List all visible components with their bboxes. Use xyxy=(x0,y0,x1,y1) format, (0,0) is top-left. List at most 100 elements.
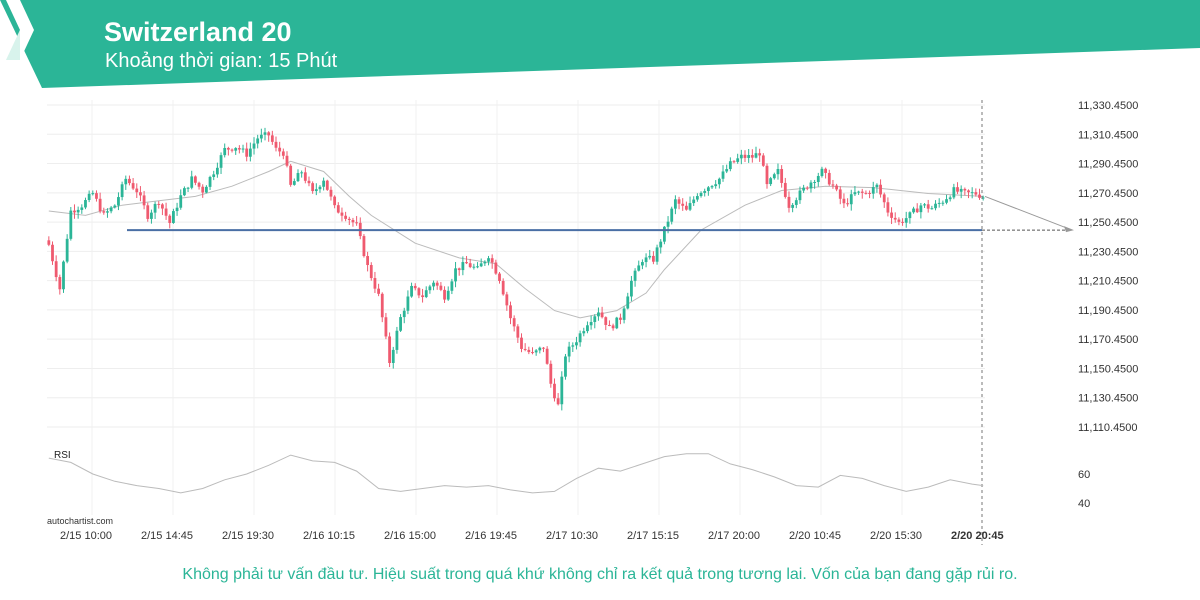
candle-bullish xyxy=(728,161,732,170)
candle-bearish xyxy=(142,195,146,206)
candle-bearish xyxy=(274,141,278,148)
candle-bearish xyxy=(967,190,970,193)
candle-bullish xyxy=(948,197,952,200)
candle-bullish xyxy=(248,148,252,157)
candle-bearish xyxy=(201,186,205,193)
candle-bearish xyxy=(285,155,289,166)
candle-bearish xyxy=(193,176,197,183)
candle-bullish xyxy=(204,186,208,193)
candle-bearish xyxy=(652,255,655,262)
candle-bullish xyxy=(673,199,677,209)
candle-bullish xyxy=(538,347,542,351)
candle-bullish xyxy=(424,290,428,298)
candle-bullish xyxy=(871,187,875,194)
candle-bullish xyxy=(212,174,216,177)
price-tick-label: 11,210.4500 xyxy=(1078,276,1138,288)
candle-bearish xyxy=(879,184,882,195)
candle-bearish xyxy=(542,347,545,349)
candle-bearish xyxy=(556,398,560,405)
candle-bullish xyxy=(391,349,395,363)
candle-bearish xyxy=(963,188,967,191)
candle-bearish xyxy=(732,161,736,163)
candle-bullish xyxy=(736,158,740,162)
candle-bullish xyxy=(970,192,974,194)
rsi-line xyxy=(48,453,984,494)
candle-bearish xyxy=(366,256,370,266)
candle-bullish xyxy=(87,193,91,201)
candle-bullish xyxy=(172,211,175,223)
candle-bearish xyxy=(494,262,498,274)
candle-bullish xyxy=(432,282,435,287)
candle-bullish xyxy=(578,333,582,343)
candle-bearish xyxy=(681,203,685,206)
candle-bearish xyxy=(369,265,373,279)
candle-bearish xyxy=(230,149,234,151)
candle-bearish xyxy=(765,165,769,185)
candle-bullish xyxy=(208,176,212,187)
candle-bearish xyxy=(886,202,890,213)
candle-bearish xyxy=(805,187,809,189)
candle-bearish xyxy=(677,199,681,204)
candle-bullish xyxy=(919,205,923,213)
candle-bullish xyxy=(941,202,945,204)
candle-bullish xyxy=(725,169,729,172)
candle-bullish xyxy=(76,209,80,213)
candle-bullish xyxy=(263,132,267,135)
candle-bearish xyxy=(512,318,516,327)
moving-average-line xyxy=(48,160,984,319)
candle-bullish xyxy=(670,208,674,222)
price-tick-label: 11,230.4500 xyxy=(1078,246,1138,258)
candle-bullish xyxy=(428,286,432,291)
price-tick-label: 11,150.4500 xyxy=(1078,363,1138,375)
candle-bullish xyxy=(952,187,956,198)
candle-bullish xyxy=(446,290,450,300)
candle-bearish xyxy=(457,268,461,271)
candle-bearish xyxy=(311,183,315,192)
candle-bullish xyxy=(534,350,538,353)
candle-bullish xyxy=(699,192,703,197)
candle-bullish xyxy=(820,168,824,176)
timeframe-subtitle: Khoảng thời gian: 15 Phút xyxy=(105,50,338,72)
candle-bearish xyxy=(600,312,604,318)
candle-bullish xyxy=(454,268,457,282)
candle-bearish xyxy=(490,258,494,263)
candle-bearish xyxy=(373,278,377,289)
candle-bearish xyxy=(835,185,839,190)
candle-bullish xyxy=(754,153,758,158)
candle-bearish xyxy=(146,205,150,219)
time-tick-label: 2/16 19:45 xyxy=(465,530,517,542)
candle-bearish xyxy=(303,172,307,181)
candle-bullish xyxy=(908,212,912,219)
candle-bearish xyxy=(336,205,340,213)
candle-bearish xyxy=(978,194,981,198)
candle-bearish xyxy=(611,325,615,329)
candle-bullish xyxy=(223,147,227,156)
candle-bearish xyxy=(237,148,241,150)
candle-bullish xyxy=(875,184,879,188)
candle-bearish xyxy=(95,193,98,199)
candle-bullish xyxy=(912,208,915,213)
candle-bearish xyxy=(128,178,131,184)
candle-bearish xyxy=(926,204,930,209)
candle-bullish xyxy=(91,193,95,195)
candle-bearish xyxy=(893,217,897,220)
candle-bullish xyxy=(567,346,571,357)
candle-bullish xyxy=(589,322,593,326)
rsi-label: RSI xyxy=(54,450,71,461)
candle-bullish xyxy=(904,218,908,223)
candle-bullish xyxy=(637,265,641,271)
rsi-tick-label: 40 xyxy=(1078,498,1090,510)
candle-bearish xyxy=(498,273,501,281)
candle-bullish xyxy=(560,376,564,405)
candle-bullish xyxy=(564,356,567,377)
candle-bearish xyxy=(161,204,164,209)
candle-bullish xyxy=(633,270,637,281)
candle-bullish xyxy=(476,266,479,268)
candle-bullish xyxy=(688,203,692,210)
candle-bearish xyxy=(164,208,168,216)
candle-bearish xyxy=(516,326,520,338)
candle-bullish xyxy=(461,262,465,271)
candle-bullish xyxy=(802,187,806,191)
candle-bearish xyxy=(73,210,76,213)
price-tick-label: 11,290.4500 xyxy=(1078,159,1138,171)
